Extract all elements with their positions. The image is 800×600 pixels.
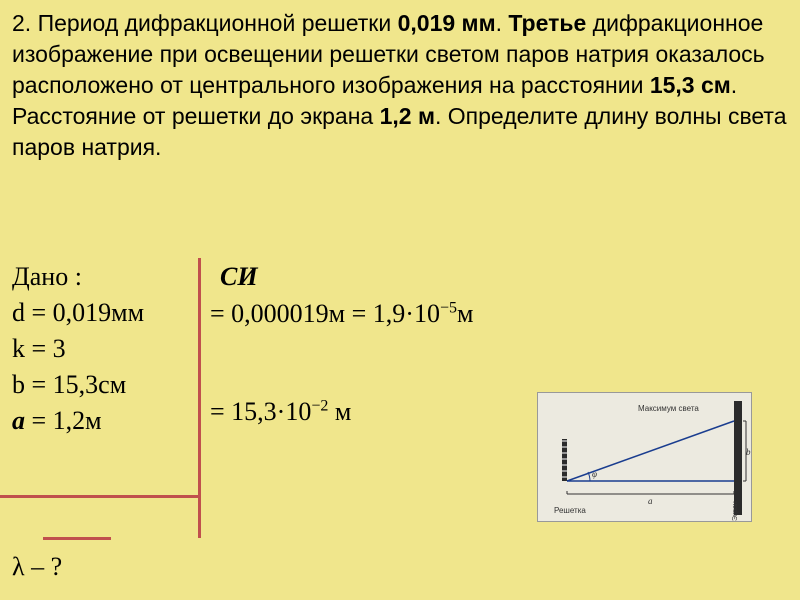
b-si-value: = 15,3·10−2 м: [210, 397, 351, 427]
given-k: k = 3: [12, 334, 144, 364]
given-d: d = 0,019мм: [12, 298, 144, 328]
a-label: a: [648, 496, 653, 506]
screen-label: Экран: [732, 501, 739, 521]
value-grating-period: 0,019 мм: [398, 10, 496, 36]
var-a: a: [12, 406, 25, 435]
text-third: Третье: [508, 10, 586, 36]
problem-statement: 2. Период дифракционной решетки 0,019 мм…: [12, 8, 788, 163]
value-distance-image: 15,3 см: [650, 72, 731, 98]
d-unit: м: [457, 299, 473, 328]
divider-vertical: [198, 258, 201, 538]
diffraction-diagram: Максимум света Решетка Экран a b φ: [537, 392, 752, 522]
max-label: Максимум света: [638, 404, 699, 413]
b-si-text: = 15,3·10: [210, 397, 311, 426]
d-si-value: = 0,000019м = 1,9·10−5м: [210, 299, 473, 329]
divider-horizontal-upper: [0, 495, 198, 498]
given-a: a = 1,2м: [12, 406, 144, 436]
d-exponent: −5: [440, 299, 457, 316]
given-block: Дано : d = 0,019мм k = 3 b = 15,3см a = …: [12, 262, 144, 442]
given-b: b = 15,3см: [12, 370, 144, 400]
val-a: = 1,2м: [25, 406, 102, 435]
grating-label: Решетка: [554, 506, 586, 515]
text: 2. Период дифракционной решетки: [12, 10, 398, 36]
screen-bar: [734, 401, 742, 515]
divider-horizontal-lower: [43, 537, 111, 540]
b-unit: м: [328, 397, 351, 426]
phi-label: φ: [592, 469, 597, 479]
given-label: Дано :: [12, 262, 144, 292]
grating-bar: [562, 439, 567, 481]
b-label: b: [746, 447, 751, 457]
value-screen-distance: 1,2 м: [380, 103, 435, 129]
b-exponent: −2: [311, 397, 328, 414]
text: .: [496, 10, 509, 36]
d-si-text: = 0,000019м = 1,9·10: [210, 299, 440, 328]
lambda-question: λ – ?: [12, 552, 62, 582]
si-label: СИ: [220, 262, 258, 292]
